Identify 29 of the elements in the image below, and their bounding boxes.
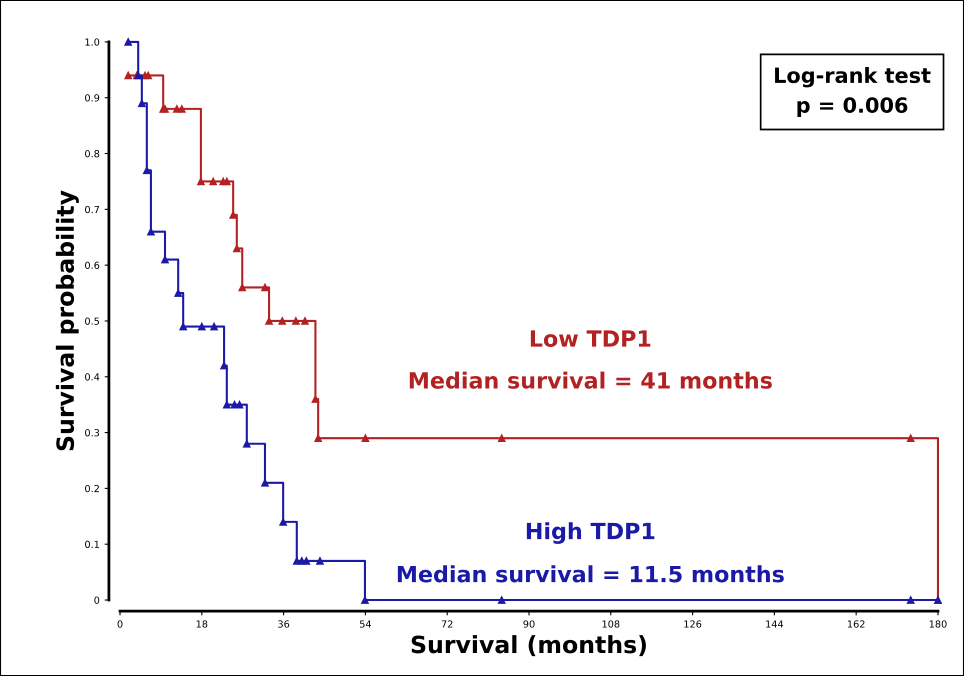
y-tick-label: 0.8 (85, 150, 100, 158)
x-tick-label: 144 (766, 620, 784, 628)
y-tick-label: 0.6 (85, 262, 100, 269)
x-tick-label: 36 (278, 620, 290, 628)
x-tick-label: 180 (930, 620, 947, 628)
x-tick-label: 126 (684, 620, 702, 628)
y-tick-label: 1.0 (85, 38, 100, 46)
y-tick-label: 0.9 (85, 94, 100, 102)
text: Low TDP1 (530, 330, 650, 347)
x-axis-title: Survival (months) (412, 635, 646, 656)
x-tick-label: 90 (523, 620, 535, 628)
annotation: Median survival = 41 months (410, 372, 772, 389)
x-tick-label: 108 (602, 620, 620, 628)
y-axis-title: Survival probability (56, 190, 79, 450)
x-tick-label: 54 (360, 620, 372, 628)
x-tick-label: 18 (196, 620, 208, 628)
x-tick-label: 0 (118, 620, 122, 628)
text: High TDP1 (526, 522, 654, 544)
y-tick-label: 0.5 (85, 317, 100, 325)
y-tick-label: 0.1 (85, 540, 99, 548)
x-tick-label: 162 (848, 620, 864, 628)
y-tick-label: 0.7 (85, 206, 100, 214)
y-tick-label: 0.3 (85, 429, 100, 436)
y-tick-label: 0.4 (85, 373, 100, 381)
y-tick-label: 0.2 (85, 484, 99, 492)
y-tick-label: 0 (94, 596, 100, 604)
annotation: Median survival = 11.5 months (398, 565, 784, 582)
x-tick-label: 72 (442, 620, 452, 628)
annotation: Log-rank test p = 0.006 (775, 67, 931, 118)
